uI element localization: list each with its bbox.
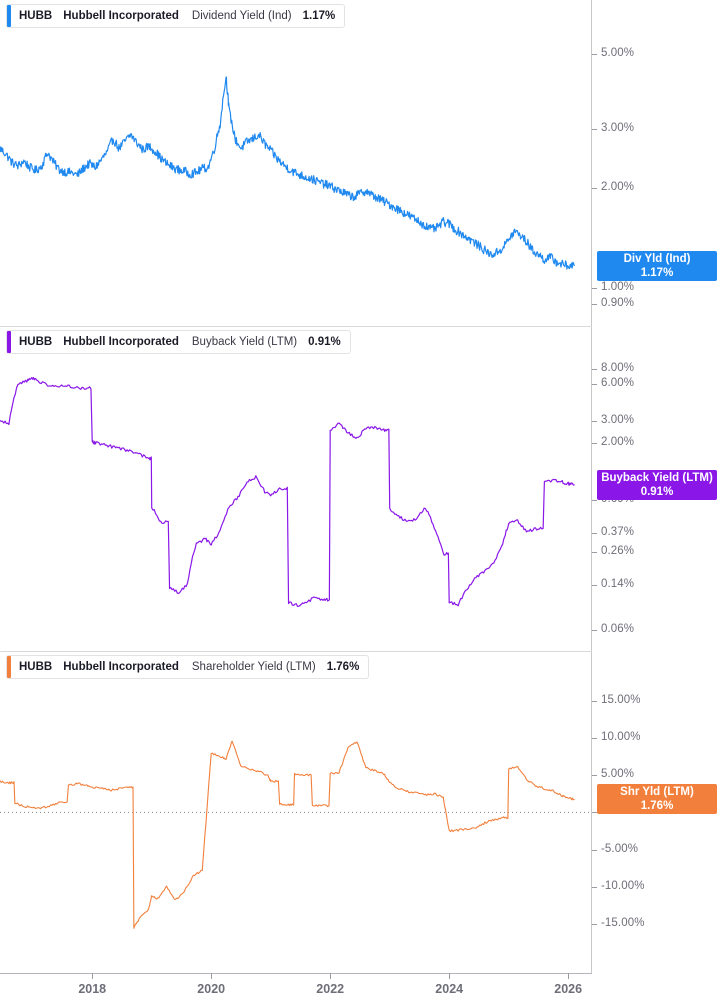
y-tick-label-dividend-yield: 0.90% [601,296,635,309]
y-tick-label-buyback-yield: 6.00% [601,377,635,390]
y-tick-mark-buyback-yield [592,532,597,534]
legend-card-buyback-yield[interactable]: HUBB Hubbell Incorporated Buyback Yield … [6,330,351,354]
current-value-badge-shareholder-yield[interactable]: Shr Yld (LTM) 1.76% [597,784,717,815]
line-chart-dividend-yield [0,76,575,270]
y-tick-mark-dividend-yield [592,54,597,56]
x-tick-label: 2022 [316,982,345,996]
badge-series-label: Div Yld (Ind) [623,252,691,265]
x-tick-mark [92,973,94,979]
series-line-buyback-yield [0,376,575,608]
y-tick-mark-buyback-yield [592,369,597,371]
panel-shareholder-yield [0,652,717,974]
ticker-symbol-shareholder-yield: HUBB [19,661,53,673]
line-chart-buyback-yield [0,376,575,608]
metric-label-buyback-yield: Buyback Yield (LTM) [191,336,298,348]
y-tick-mark-buyback-yield [592,629,597,631]
panel-dividend-yield [0,0,717,327]
y-axis-line-buyback-yield [591,327,592,652]
x-tick-label: 2024 [435,982,464,996]
x-tick-mark [211,973,213,979]
badge-value: 1.76% [640,800,674,813]
legend-card-dividend-yield[interactable]: HUBB Hubbell Incorporated Dividend Yield… [6,4,346,28]
panel-buyback-yield [0,327,717,652]
y-tick-label-dividend-yield: 5.00% [601,47,635,60]
metric-label-dividend-yield: Dividend Yield (Ind) [191,10,292,22]
badge-series-label: Shr Yld (LTM) [620,786,694,799]
x-axis-line [0,973,592,974]
y-tick-label-buyback-yield: 0.37% [601,525,635,538]
company-name-shareholder-yield: Hubbell Incorporated [63,661,179,673]
series-line-shareholder-yield [0,740,575,929]
x-tick-label: 2026 [554,982,583,996]
y-axis-line-shareholder-yield [591,652,592,974]
y-tick-mark-buyback-yield [592,421,597,423]
y-tick-mark-shareholder-yield [592,886,597,888]
series-line-dividend-yield [0,76,575,270]
y-tick-label-buyback-yield: 2.00% [601,435,635,448]
panel-divider-2 [0,651,592,652]
y-tick-label-dividend-yield: 1.00% [601,281,635,294]
y-tick-mark-shareholder-yield [592,775,597,777]
metric-label-shareholder-yield: Shareholder Yield (LTM) [191,661,316,673]
ticker-symbol-buyback-yield: HUBB [19,336,53,348]
y-tick-mark-buyback-yield [592,499,597,501]
y-tick-label-shareholder-yield: -15.00% [601,916,645,929]
series-color-swatch-buyback-yield [7,331,11,353]
y-tick-label-dividend-yield: 3.00% [601,121,635,134]
current-value-badge-dividend-yield[interactable]: Div Yld (Ind) 1.17% [597,250,717,281]
metric-value-shareholder-yield: 1.76% [326,661,360,673]
y-tick-label-buyback-yield: 3.00% [601,414,635,427]
plot-area-buyback-yield[interactable] [0,327,592,652]
company-name-buyback-yield: Hubbell Incorporated [63,336,179,348]
metric-value-dividend-yield: 1.17% [302,10,336,22]
y-tick-mark-shareholder-yield [592,738,597,740]
y-tick-mark-shareholder-yield [592,849,597,851]
y-tick-mark-dividend-yield [592,288,597,290]
plot-area-shareholder-yield[interactable] [0,652,592,974]
x-tick-label: 2018 [78,982,107,996]
plot-area-dividend-yield[interactable] [0,0,592,327]
panel-divider-1 [0,326,592,327]
metric-value-buyback-yield: 0.91% [308,336,341,348]
y-tick-label-buyback-yield: 0.06% [601,622,635,635]
badge-value: 0.91% [640,485,674,498]
y-tick-mark-buyback-yield [592,551,597,553]
x-tick-mark [449,973,451,979]
y-tick-mark-dividend-yield [592,128,597,130]
x-tick-label: 2020 [197,982,226,996]
x-tick-mark [330,973,332,979]
badge-value: 1.17% [640,266,674,279]
y-tick-label-buyback-yield: 8.00% [601,362,635,375]
line-chart-shareholder-yield [0,740,592,929]
y-tick-mark-shareholder-yield [592,923,597,925]
y-tick-label-buyback-yield: 0.26% [601,544,635,557]
y-tick-mark-dividend-yield [592,187,597,189]
series-color-swatch-shareholder-yield [7,656,11,678]
y-tick-label-dividend-yield: 2.00% [601,180,635,193]
y-tick-mark-shareholder-yield [592,700,597,702]
y-tick-label-shareholder-yield: 5.00% [601,768,635,781]
badge-series-label: Buyback Yield (LTM) [601,471,713,484]
y-tick-mark-shareholder-yield [592,812,597,814]
company-name-dividend-yield: Hubbell Incorporated [63,10,179,22]
series-color-swatch-dividend-yield [7,5,11,27]
x-tick-mark [568,973,570,979]
y-tick-mark-dividend-yield [592,303,597,305]
y-tick-mark-buyback-yield [592,384,597,386]
y-tick-label-shareholder-yield: -5.00% [601,842,639,855]
y-tick-label-buyback-yield: 0.14% [601,577,635,590]
y-tick-mark-buyback-yield [592,584,597,586]
y-tick-label-shareholder-yield: 10.00% [601,731,641,744]
y-tick-label-shareholder-yield: 15.00% [601,693,641,706]
ticker-symbol-dividend-yield: HUBB [19,10,53,22]
y-tick-mark-buyback-yield [592,442,597,444]
legend-card-shareholder-yield[interactable]: HUBB Hubbell Incorporated Shareholder Yi… [6,655,370,679]
y-tick-label-shareholder-yield: -10.00% [601,879,645,892]
current-value-badge-buyback-yield[interactable]: Buyback Yield (LTM) 0.91% [597,469,717,500]
y-axis-line-dividend-yield [591,0,592,327]
